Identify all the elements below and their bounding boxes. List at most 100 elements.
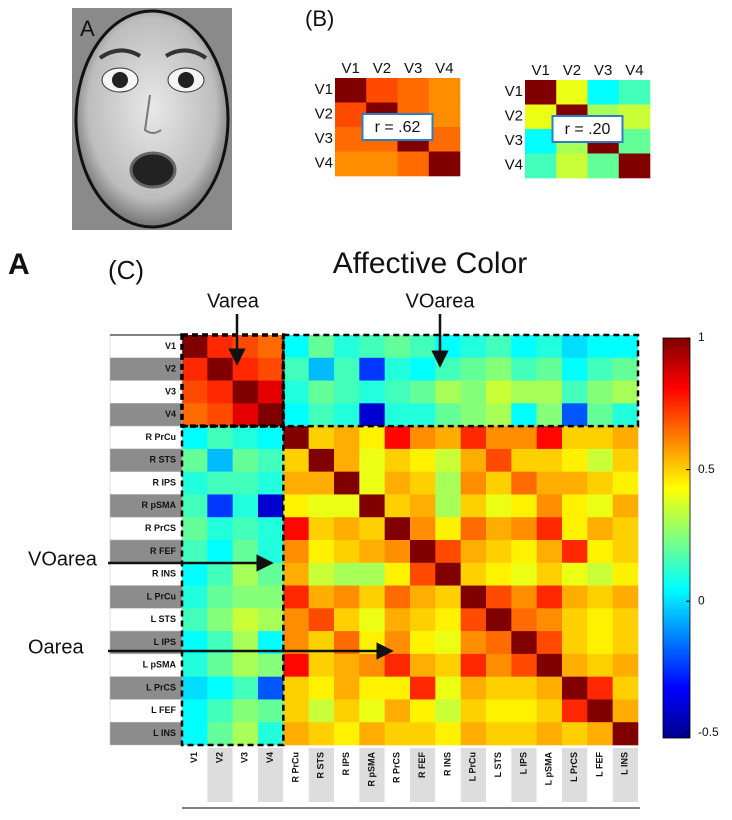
heatmap-cell (384, 335, 411, 359)
row-label: R STS (149, 455, 176, 465)
heatmap-cell (511, 471, 537, 495)
row-label: R INS (152, 569, 176, 579)
heatmap-cell (460, 562, 487, 586)
heatmap-cell (283, 471, 309, 495)
heatmap-cell (384, 494, 411, 518)
heatmap-cell (207, 631, 233, 655)
heatmap-cell (258, 676, 284, 700)
heatmap-cell (232, 540, 259, 564)
col-label-bg (410, 748, 436, 802)
heatmap-cell (612, 585, 639, 609)
heatmap-cell (232, 517, 259, 541)
heatmap-cell (410, 494, 436, 518)
heatmap-cell (258, 585, 284, 609)
heatmap-cell (182, 403, 208, 427)
heatmap-cell (511, 426, 537, 450)
heatmap-cell (612, 426, 639, 450)
heatmap-cell (460, 608, 487, 632)
heatmap-cell (308, 699, 335, 723)
heatmap-cell (258, 608, 284, 632)
row-label: L pSMA (143, 660, 177, 670)
heatmap-cell (511, 631, 537, 655)
heatmap-cell (511, 562, 537, 586)
heatmap-cell (334, 676, 360, 700)
colorbar-tick-label: 1 (698, 330, 705, 344)
col-label-bg (283, 748, 309, 802)
heatmap-cell (384, 357, 411, 381)
heatmap-cell (359, 608, 385, 632)
heatmap-cell (359, 562, 385, 586)
annotation: VOarea (406, 290, 476, 312)
heatmap-cell (207, 380, 233, 404)
heatmap-cell (587, 676, 613, 700)
heatmap-cell (562, 562, 588, 586)
row-label: L IPS (154, 637, 176, 647)
face-image: A (72, 8, 232, 230)
heatmap-cell (612, 335, 639, 359)
heatmap-cell (308, 517, 335, 541)
heatmap-cell (562, 540, 588, 564)
heatmap-cell (258, 653, 284, 677)
heatmap-cell (486, 471, 512, 495)
heatmap-cell (511, 517, 537, 541)
heatmap-cell (562, 380, 588, 404)
heatmap-cell (397, 78, 430, 103)
heatmap-cell (308, 426, 335, 450)
heatmap-cell (283, 608, 309, 632)
heatmap-cell (182, 380, 208, 404)
heatmap-cell (511, 722, 537, 746)
heatmap-cell (536, 608, 563, 632)
heatmap-cell (334, 380, 360, 404)
col-label-bg (334, 748, 360, 802)
heatmap-cell (308, 631, 335, 655)
heatmap-cell (486, 676, 512, 700)
heatmap-cell (536, 380, 563, 404)
heatmap-cell (334, 585, 360, 609)
heatmap-cell (486, 562, 512, 586)
heatmap-cell (207, 335, 233, 359)
heatmap-cell (460, 357, 487, 381)
heatmap-cell (460, 403, 487, 427)
heatmap-cell (308, 653, 335, 677)
heatmap-cell (207, 653, 233, 677)
col-label: V3 (240, 752, 250, 763)
heatmap-cell (207, 426, 233, 450)
heatmap-cell (308, 335, 335, 359)
heatmap-cell (486, 335, 512, 359)
col-label: R STS (316, 752, 326, 779)
figure-label: A (8, 248, 30, 281)
col-label-bg (308, 748, 334, 802)
heatmap-cell (460, 585, 487, 609)
colorbar-tick-label: -0.5 (698, 725, 719, 739)
col-label-bg (435, 748, 461, 802)
heatmap-cell (428, 78, 461, 103)
col-label: V2 (214, 752, 224, 763)
heatmap-cell (486, 631, 512, 655)
heatmap-cell (207, 699, 233, 723)
heatmap-cell (587, 540, 613, 564)
heatmap-cell (384, 676, 411, 700)
heatmap-cell (410, 540, 436, 564)
col-label: V3 (404, 60, 422, 77)
heatmap-cell (258, 335, 284, 359)
heatmap-cell (511, 699, 537, 723)
heatmap-cell (525, 104, 557, 130)
col-label: L pSMA (544, 752, 554, 786)
heatmap-cell (283, 676, 309, 700)
heatmap-cell (612, 380, 639, 404)
heatmap-cell (182, 585, 208, 609)
heatmap-cell (232, 676, 259, 700)
heatmap-cell (384, 699, 411, 723)
col-label-bg (460, 748, 486, 802)
col-label: L INS (620, 752, 630, 775)
heatmap-cell (612, 699, 639, 723)
heatmap-cell (511, 585, 537, 609)
colorbar-tick-label: 0.5 (698, 462, 715, 476)
heatmap-cell (435, 426, 461, 450)
heatmap-cell (283, 722, 309, 746)
heatmap-cell (587, 471, 613, 495)
heatmap-cell (486, 540, 512, 564)
heatmap-cell (536, 471, 563, 495)
row-label: R IPS (152, 477, 176, 487)
